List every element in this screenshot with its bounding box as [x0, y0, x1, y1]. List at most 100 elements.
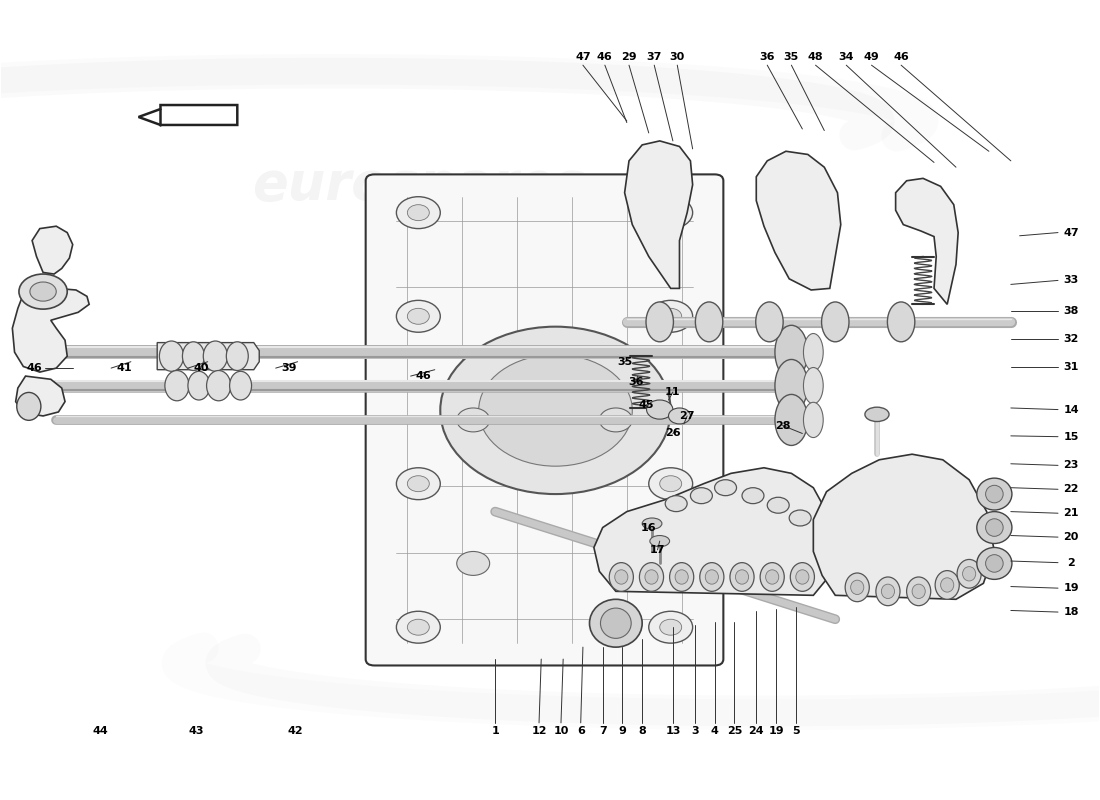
Text: 33: 33 — [1064, 275, 1079, 286]
Text: 7: 7 — [598, 726, 606, 736]
Text: 46: 46 — [26, 363, 42, 373]
Circle shape — [660, 205, 682, 221]
Text: 36: 36 — [628, 378, 643, 387]
Circle shape — [396, 197, 440, 229]
Circle shape — [660, 308, 682, 324]
Text: 11: 11 — [666, 387, 681, 397]
Text: 3: 3 — [691, 726, 698, 736]
Polygon shape — [594, 468, 835, 595]
Circle shape — [649, 468, 693, 500]
Text: 14: 14 — [1064, 405, 1079, 414]
Ellipse shape — [742, 488, 764, 504]
Ellipse shape — [700, 562, 724, 591]
Ellipse shape — [160, 341, 184, 371]
Text: 21: 21 — [1064, 508, 1079, 518]
Ellipse shape — [204, 341, 228, 371]
Ellipse shape — [590, 599, 642, 647]
Text: 23: 23 — [1064, 460, 1079, 470]
Ellipse shape — [601, 608, 631, 638]
Ellipse shape — [615, 570, 628, 584]
Ellipse shape — [803, 367, 823, 404]
Ellipse shape — [977, 478, 1012, 510]
Ellipse shape — [865, 407, 889, 422]
Text: 43: 43 — [189, 726, 205, 736]
Ellipse shape — [803, 402, 823, 438]
Text: 45: 45 — [639, 400, 654, 410]
Circle shape — [396, 611, 440, 643]
Circle shape — [407, 308, 429, 324]
Text: 5: 5 — [792, 726, 800, 736]
Text: eurospares: eurospares — [438, 518, 771, 570]
Ellipse shape — [645, 570, 658, 584]
Circle shape — [600, 408, 632, 432]
Text: 35: 35 — [784, 52, 799, 62]
Ellipse shape — [227, 342, 249, 370]
Text: 20: 20 — [1064, 532, 1079, 542]
Circle shape — [440, 326, 671, 494]
Circle shape — [30, 282, 56, 301]
Text: 47: 47 — [1064, 227, 1079, 238]
Circle shape — [649, 300, 693, 332]
Ellipse shape — [760, 562, 784, 591]
Ellipse shape — [609, 562, 634, 591]
Ellipse shape — [977, 547, 1012, 579]
Text: 46: 46 — [893, 52, 909, 62]
Polygon shape — [12, 286, 89, 372]
Ellipse shape — [957, 559, 981, 588]
Ellipse shape — [986, 518, 1003, 536]
Ellipse shape — [962, 566, 976, 581]
Polygon shape — [157, 342, 260, 370]
Text: eurospares: eurospares — [252, 158, 585, 210]
Circle shape — [660, 619, 682, 635]
Text: 18: 18 — [1064, 607, 1079, 617]
Ellipse shape — [207, 370, 231, 401]
Circle shape — [407, 476, 429, 492]
Text: 36: 36 — [759, 52, 775, 62]
Ellipse shape — [705, 570, 718, 584]
Ellipse shape — [940, 578, 954, 592]
Text: 46: 46 — [597, 52, 613, 62]
Ellipse shape — [188, 371, 210, 400]
Ellipse shape — [774, 359, 807, 412]
Circle shape — [600, 551, 632, 575]
Ellipse shape — [822, 302, 849, 342]
Ellipse shape — [977, 512, 1012, 543]
Polygon shape — [625, 141, 693, 288]
Polygon shape — [15, 376, 65, 416]
Ellipse shape — [639, 562, 663, 591]
Text: 15: 15 — [1064, 432, 1079, 442]
Text: 39: 39 — [282, 363, 297, 373]
Text: 19: 19 — [768, 726, 784, 736]
Ellipse shape — [165, 370, 189, 401]
Polygon shape — [813, 454, 994, 599]
Ellipse shape — [766, 570, 779, 584]
Text: 34: 34 — [838, 52, 854, 62]
Text: 46: 46 — [416, 371, 431, 381]
Text: 47: 47 — [575, 52, 591, 62]
Ellipse shape — [670, 562, 694, 591]
Ellipse shape — [675, 570, 689, 584]
Circle shape — [669, 408, 691, 424]
Circle shape — [407, 619, 429, 635]
Text: 42: 42 — [287, 726, 304, 736]
Text: 1: 1 — [492, 726, 499, 736]
Circle shape — [660, 476, 682, 492]
Ellipse shape — [715, 480, 737, 496]
Ellipse shape — [183, 342, 205, 370]
Ellipse shape — [774, 326, 807, 379]
Text: 37: 37 — [647, 52, 662, 62]
Ellipse shape — [790, 562, 814, 591]
Circle shape — [478, 354, 632, 466]
Text: 35: 35 — [617, 357, 632, 366]
Circle shape — [649, 611, 693, 643]
Circle shape — [396, 300, 440, 332]
Ellipse shape — [646, 302, 673, 342]
Ellipse shape — [986, 486, 1003, 503]
Circle shape — [19, 274, 67, 309]
Ellipse shape — [850, 580, 864, 594]
Text: 22: 22 — [1064, 484, 1079, 494]
Text: 28: 28 — [774, 421, 791, 430]
Ellipse shape — [774, 394, 807, 446]
Text: 49: 49 — [864, 52, 879, 62]
Ellipse shape — [888, 302, 915, 342]
